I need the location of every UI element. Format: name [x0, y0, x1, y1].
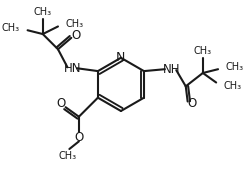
Text: CH₃: CH₃ — [226, 62, 244, 72]
Text: NH: NH — [163, 63, 180, 76]
Text: N: N — [116, 51, 126, 64]
Text: CH₃: CH₃ — [194, 46, 212, 56]
Text: CH₃: CH₃ — [58, 151, 77, 161]
Text: O: O — [56, 97, 65, 110]
Text: O: O — [188, 97, 197, 110]
Text: O: O — [71, 29, 81, 42]
Text: CH₃: CH₃ — [2, 23, 20, 33]
Text: O: O — [74, 131, 83, 144]
Text: CH₃: CH₃ — [34, 7, 52, 17]
Text: HN: HN — [63, 62, 81, 75]
Text: CH₃: CH₃ — [224, 81, 242, 91]
Text: CH₃: CH₃ — [66, 19, 84, 29]
